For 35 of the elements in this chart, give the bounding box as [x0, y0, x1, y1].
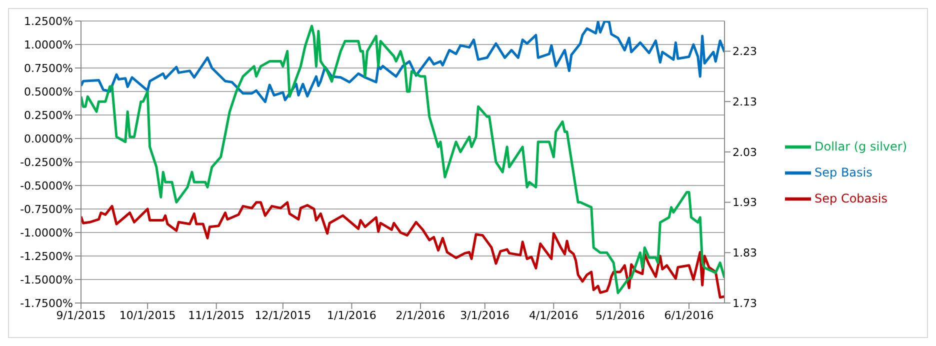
y-tick-label: -1.7500% — [20, 296, 73, 310]
x-tick-label: 4/1/2016 — [528, 308, 578, 322]
x-tick-label: 10/1/2015 — [119, 308, 176, 322]
y-tick-label: -1.5000% — [20, 273, 73, 286]
x-tick-label: 12/1/2015 — [254, 308, 312, 322]
x-tick-label: 3/1/2016 — [460, 308, 510, 322]
x-tick-label: 6/1/2016 — [664, 308, 714, 322]
x-tick-label: 2/1/2016 — [396, 308, 446, 322]
legend-label: Dollar (g silver) — [814, 139, 907, 154]
y2-tick-label: 1.93 — [732, 196, 758, 210]
y-tick-label: 0.2500% — [24, 108, 73, 122]
y-tick-label: 1.0000% — [24, 38, 73, 52]
y-tick-label: -0.2500% — [20, 156, 73, 169]
y-tick-label: -0.7500% — [20, 202, 73, 216]
legend-label: Sep Basis — [814, 165, 872, 180]
y-tick-label: 1.2500% — [24, 14, 73, 28]
y2-tick-label: 2.13 — [732, 95, 758, 108]
line-series — [81, 24, 725, 294]
y-tick-label: 0.7500% — [24, 62, 73, 75]
x-tick-label: 11/1/2015 — [188, 308, 245, 322]
y-tick-label: -1.2500% — [20, 250, 73, 263]
y-tick-label: 0.5000% — [24, 85, 73, 98]
y-tick-label: -1.0000% — [20, 226, 73, 240]
y-tick-label: -0.5000% — [20, 179, 73, 192]
x-tick-label: 1/1/2016 — [327, 308, 376, 322]
y-tick-label: 0.0000% — [24, 132, 73, 146]
x-tick-label: 5/1/2016 — [596, 308, 645, 322]
y2-tick-label: 2.03 — [732, 146, 758, 159]
y2-tick-label: 1.83 — [732, 246, 758, 260]
legend-label: Sep Cobasis — [814, 191, 888, 206]
x-tick-label: 9/1/2015 — [56, 308, 106, 322]
y2-tick-label: 1.73 — [732, 296, 758, 310]
line-series — [81, 201, 725, 299]
line-series — [81, 21, 725, 104]
y2-tick-label: 2.23 — [732, 45, 758, 58]
